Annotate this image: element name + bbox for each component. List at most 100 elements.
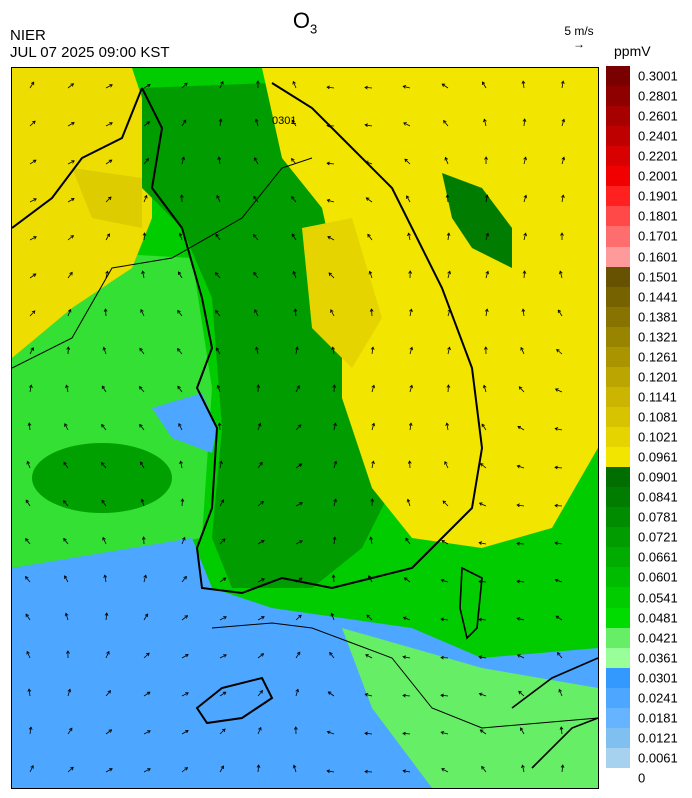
- wind-arrow: [63, 500, 69, 507]
- wind-arrow-head: [517, 654, 521, 658]
- wind-arrow: [558, 689, 563, 697]
- wind-arrow: [366, 614, 373, 621]
- wind-arrow-head: [484, 156, 488, 160]
- wind-arrow: [518, 691, 525, 697]
- wind-arrow: [215, 347, 221, 355]
- wind-arrow: [105, 196, 112, 203]
- wind-arrow: [478, 581, 487, 583]
- chart-title: O3: [0, 8, 610, 36]
- wind-arrow-head: [554, 541, 559, 546]
- wind-arrow: [520, 347, 525, 355]
- wind-arrow: [105, 612, 108, 621]
- wind-arrow-head: [138, 385, 143, 390]
- west-blue-patch: [152, 393, 217, 453]
- wind-arrow-head: [181, 156, 185, 161]
- wind-arrow-head: [32, 159, 37, 164]
- wind-arrow-head: [330, 612, 335, 617]
- wind-arrow: [328, 691, 335, 697]
- wind-arrow-head: [215, 347, 220, 352]
- wind-arrow-head: [478, 579, 482, 584]
- wind-arrow: [561, 119, 565, 127]
- wind-arrow-head: [554, 503, 558, 508]
- wind-arrow: [105, 233, 110, 241]
- wind-arrow: [365, 654, 373, 659]
- wind-arrow-head: [25, 613, 29, 618]
- wind-arrow: [26, 651, 31, 659]
- wind-arrow-head: [522, 118, 527, 122]
- wind-arrow-head: [364, 85, 368, 90]
- wind-arrow-head: [478, 692, 483, 697]
- wind-arrow-head: [28, 726, 33, 731]
- organization-label: NIER: [10, 27, 46, 44]
- wind-arrow-head: [254, 309, 258, 313]
- wind-arrow: [219, 538, 226, 545]
- wind-arrow-head: [478, 655, 483, 660]
- wind-arrow: [181, 767, 188, 773]
- wind-arrow-head: [259, 461, 263, 466]
- wind-arrow-head: [70, 766, 74, 771]
- wind-arrow: [447, 309, 451, 317]
- southeast-green-field: [412, 448, 598, 628]
- wind-arrow-head: [178, 422, 182, 427]
- wind-arrow-head: [101, 423, 105, 428]
- wind-arrow-head: [333, 422, 337, 427]
- wind-arrow-head: [441, 768, 445, 772]
- wind-arrow-head: [65, 384, 69, 389]
- wind-arrow-head: [521, 308, 526, 312]
- wind-arrow-head: [522, 270, 527, 274]
- wind-arrow-head: [259, 690, 264, 694]
- wind-arrow: [295, 385, 300, 393]
- wind-arrow: [560, 726, 563, 735]
- wind-arrow: [257, 727, 262, 735]
- wind-arrow-head: [140, 309, 144, 313]
- wind-arrow: [139, 424, 145, 431]
- wind-arrow-head: [516, 464, 521, 469]
- legend-label: 0.1021: [638, 429, 678, 445]
- wind-arrow: [219, 654, 227, 659]
- wind-arrow-head: [141, 270, 145, 275]
- legend-label: 0.0541: [638, 590, 678, 605]
- wind-arrow-head: [328, 272, 333, 277]
- wind-arrow: [441, 579, 449, 583]
- jeju-coastline: [195, 676, 274, 725]
- wind-arrow: [440, 694, 449, 697]
- legend-label: 0.0361: [638, 650, 678, 666]
- legend-swatch: [606, 747, 630, 769]
- wind-arrow-head: [182, 119, 187, 124]
- wind-arrow-head: [24, 576, 29, 580]
- wind-arrow: [257, 690, 263, 697]
- wind-arrow: [407, 499, 411, 507]
- contour-line-south: [211, 622, 598, 729]
- wind-arrow: [523, 270, 525, 279]
- wind-arrow-head: [220, 499, 224, 503]
- wind-arrow: [219, 577, 227, 583]
- color-legend: 0.3001 0.2801 0.2601 0.2401 0.2201 0.2001 0.19…: [606, 66, 678, 786]
- wind-arrow-head: [62, 499, 67, 504]
- wind-arrow: [181, 654, 189, 659]
- wind-arrow-head: [146, 652, 150, 657]
- wind-arrow-head: [147, 84, 151, 88]
- wind-arrow-head: [142, 232, 147, 236]
- wind-arrow: [181, 615, 188, 621]
- wind-arrow-head: [402, 616, 407, 621]
- wind-arrow-head: [409, 308, 413, 313]
- legend-swatch: [606, 687, 630, 709]
- wind-arrow-head: [103, 574, 108, 579]
- wind-arrow-head: [292, 764, 297, 769]
- wind-arrow-head: [179, 460, 183, 465]
- wind-arrow-head: [109, 122, 113, 126]
- wind-arrow-head: [333, 498, 338, 503]
- ozone-map: 0301: [11, 67, 599, 789]
- wind-arrow-head: [326, 198, 331, 203]
- kyushu-coastline: [511, 657, 598, 769]
- wind-arrow-head: [403, 577, 408, 581]
- wind-arrow: [559, 271, 563, 279]
- wind-arrow-head: [298, 614, 302, 619]
- wind-arrow: [25, 499, 31, 507]
- wind-arrow: [369, 271, 373, 279]
- wind-arrow-head: [523, 194, 528, 199]
- legend-label: 0.0661: [638, 549, 678, 565]
- wind-arrow-head: [520, 727, 524, 731]
- wind-arrow: [25, 613, 31, 621]
- tsushima-coastline: [459, 566, 483, 640]
